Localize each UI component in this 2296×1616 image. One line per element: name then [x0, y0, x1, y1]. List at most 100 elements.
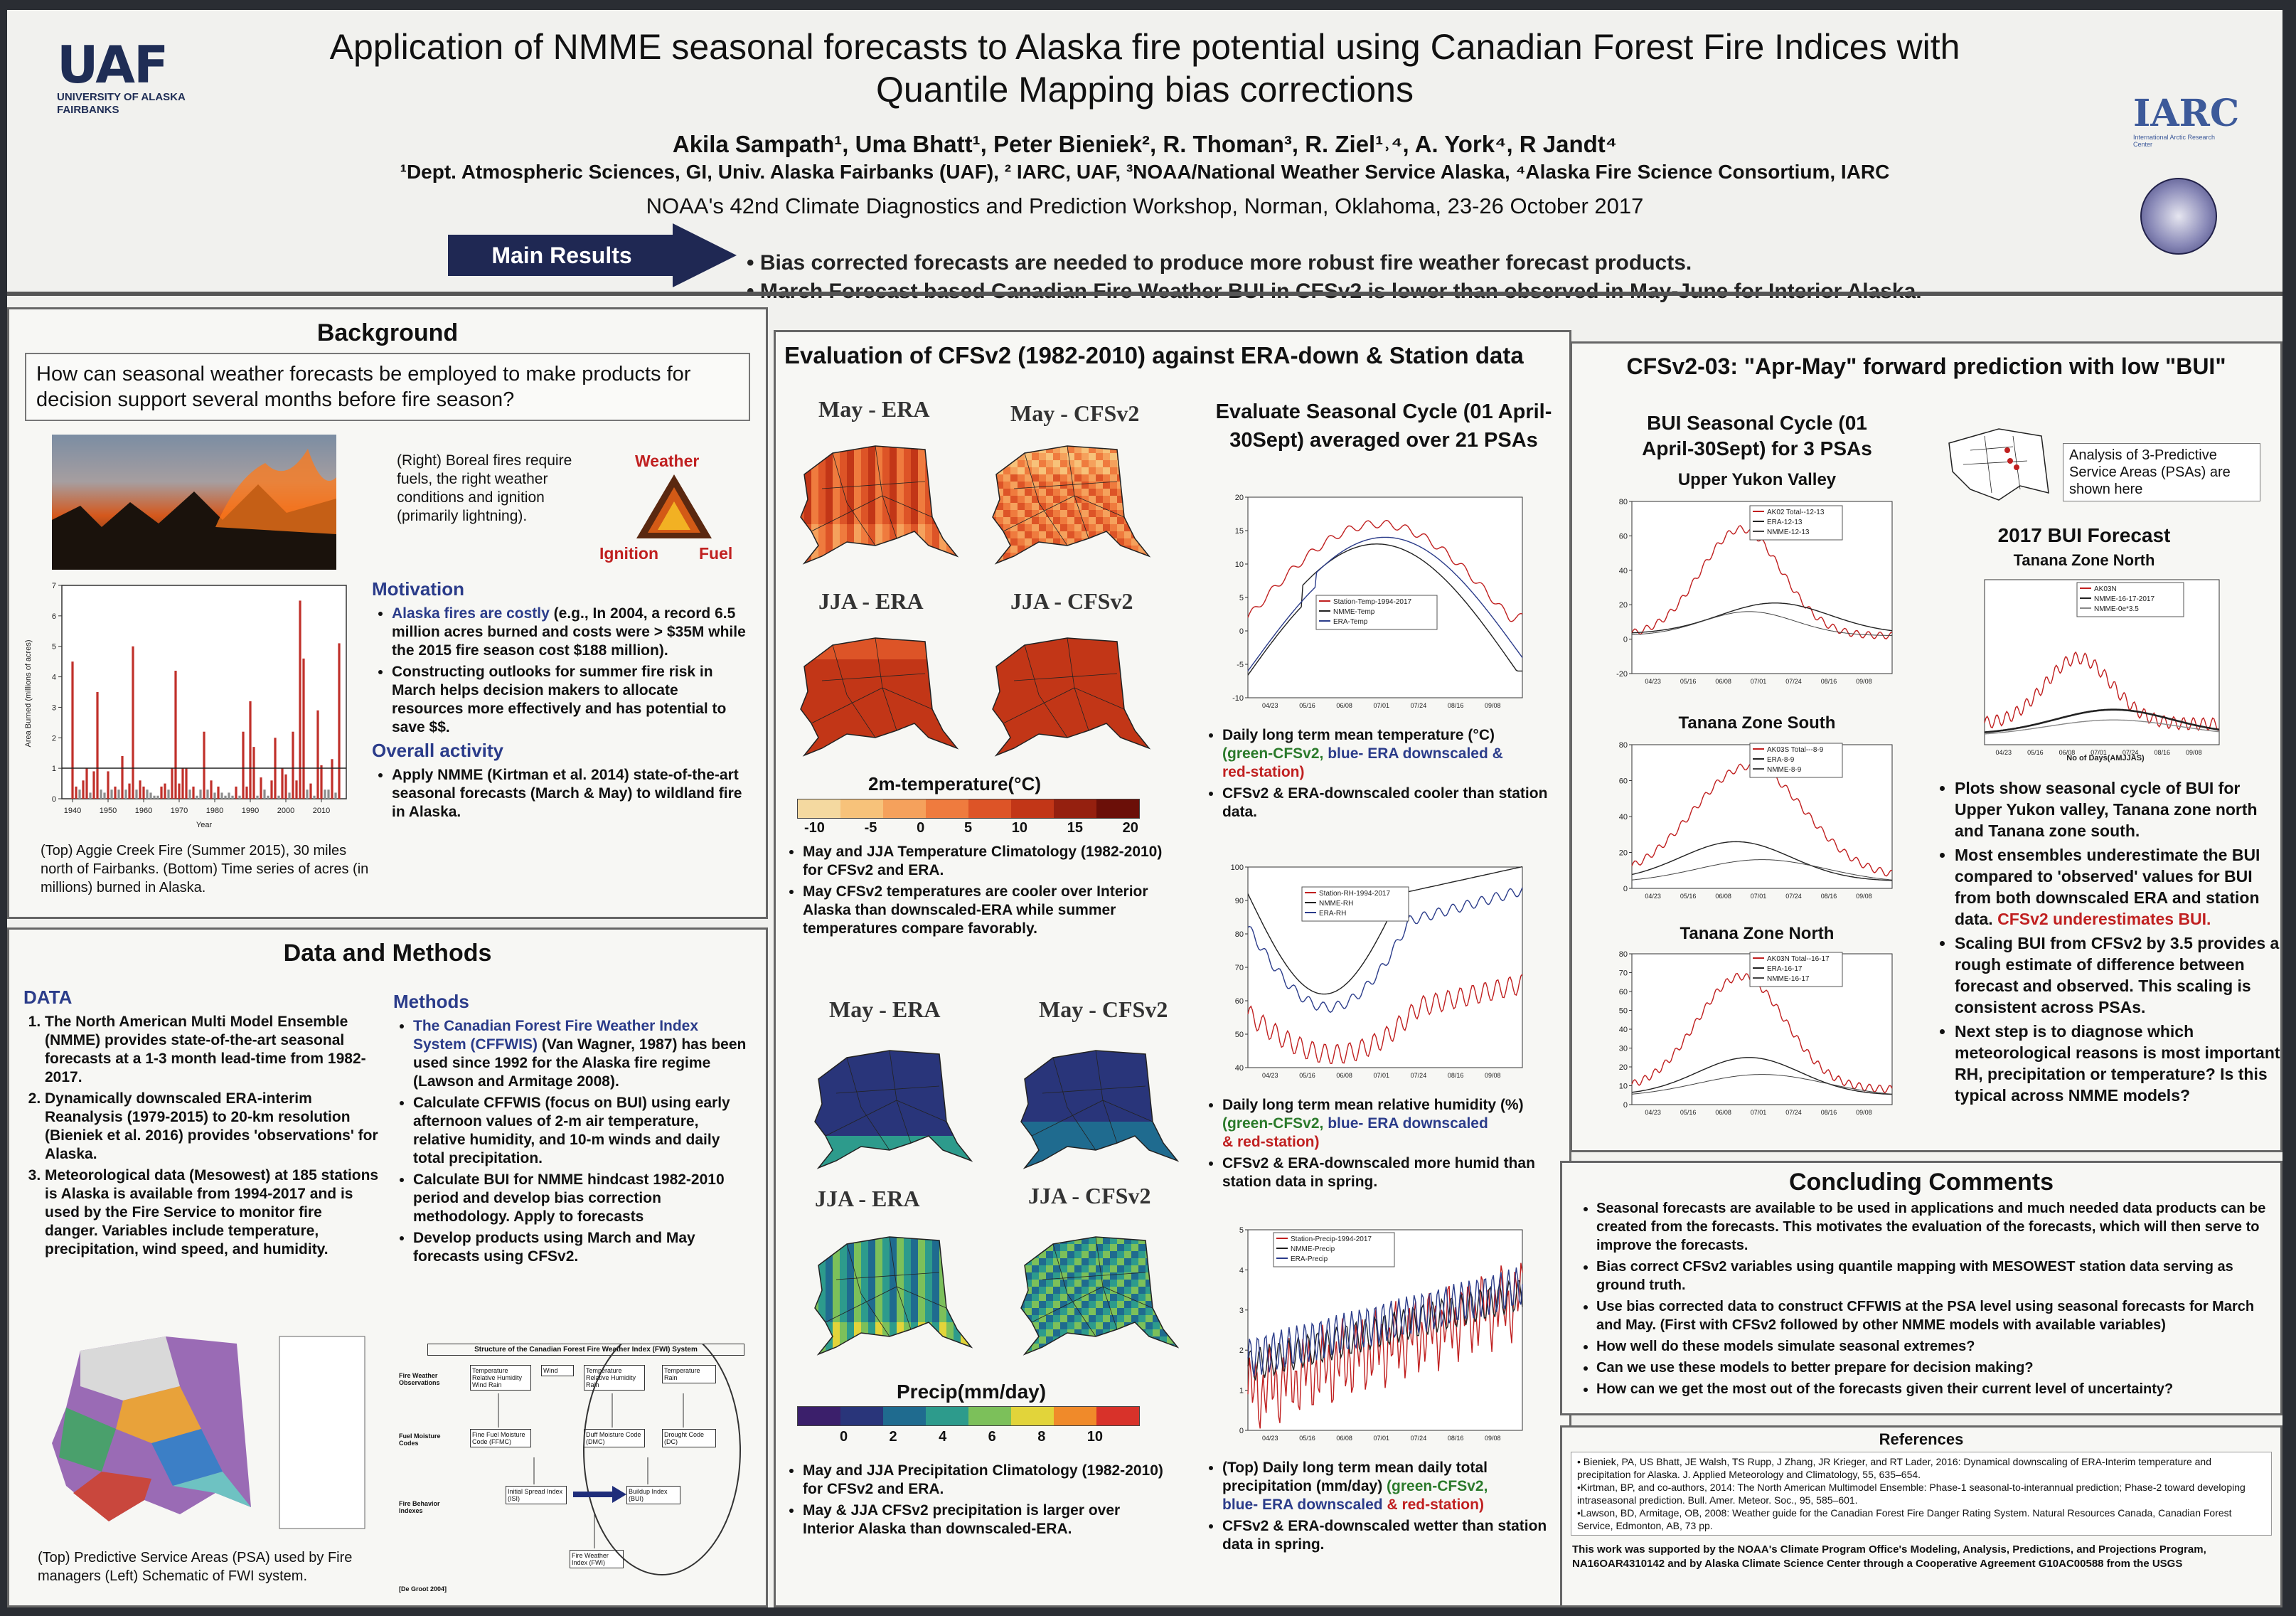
banner-divider — [7, 292, 2282, 296]
bui-chart-upper-yukon: 80 60 40 20 0 -20 04/23 05/16 06/08 07/01 07/24 08/… — [1616, 498, 1893, 685]
x-tick-label: 07/01 — [1751, 893, 1767, 900]
x-tick-label: 04/23 — [1262, 1072, 1278, 1079]
legend-label: Station-Precip-1994-2017 — [1291, 1235, 1372, 1243]
acknowledgement: This work was supported by the NOAA's Cl… — [1572, 1543, 2206, 1570]
x-tick-label: 07/01 — [1374, 1072, 1390, 1079]
data-bar — [206, 790, 209, 799]
data-bar — [281, 768, 284, 799]
y-tick-label: 20 — [1619, 601, 1628, 610]
y-tick-label: 50 — [1619, 1007, 1628, 1016]
y-tick-label: 0 — [1623, 885, 1628, 893]
y-tick-label: -20 — [1616, 670, 1628, 679]
data-bar — [185, 768, 188, 799]
motivation-heading: Motivation — [372, 578, 464, 600]
y-tick-label: 40 — [1619, 567, 1628, 575]
series-line — [1247, 543, 1522, 676]
x-tick-label: 07/01 — [1751, 1109, 1767, 1116]
map-label-jja-era-precip: JJA - ERA — [815, 1186, 920, 1211]
series-line — [1247, 866, 1523, 995]
legend-label: ERA-RH — [1319, 910, 1346, 918]
y-tick-label: 10 — [1619, 1083, 1628, 1091]
y-tick-label: 100 — [1231, 863, 1244, 872]
data-bar — [309, 783, 312, 799]
x-tick-label: 07/24 — [1785, 678, 1802, 685]
legend-label: NMME-16-17-2017 — [2094, 595, 2154, 603]
references-list: • Bieniek, PA, US Bhatt, JE Walsh, TS Ru… — [1571, 1452, 2272, 1536]
data-bar — [96, 692, 99, 799]
x-tick-label: 07/24 — [1411, 1435, 1427, 1442]
x-tick-label: 07/01 — [1374, 702, 1390, 709]
y-tick-label: -5 — [1237, 661, 1244, 669]
fwi-box-observations-2: Temperature Relative Humidity Rain — [584, 1365, 645, 1391]
pr-cycle-note: (Top) Daily long term mean daily total p… — [1222, 1459, 1558, 1514]
x-tick-label: 09/08 — [1485, 1435, 1501, 1442]
psa-boundaries — [1031, 1050, 1153, 1151]
precip-map-note: May & JJA CFSv2 precipitation is larger … — [803, 1501, 1165, 1538]
data-bar — [110, 790, 113, 799]
data-bar — [338, 643, 341, 799]
data-bar — [174, 671, 177, 799]
data-bar — [228, 792, 230, 799]
series-line — [1247, 887, 1523, 1014]
series-line — [1247, 1267, 1523, 1377]
chart-title-upper-yukon: Upper Yukon Valley — [1677, 470, 1837, 489]
x-tick-label: 05/16 — [1299, 702, 1315, 709]
data-bar — [92, 771, 95, 799]
x-tick-label: 06/08 — [1336, 702, 1352, 709]
data-bar — [235, 786, 237, 799]
data-bar — [124, 790, 127, 799]
data-bar — [139, 780, 142, 799]
psa-boundaries — [825, 1236, 947, 1337]
legend-label: Station-Temp-1994-2017 — [1333, 598, 1412, 606]
x-tick-label: 04/23 — [1262, 702, 1278, 709]
data-bar — [75, 786, 78, 799]
y-tick-label: 15 — [1235, 527, 1244, 536]
y-tick-label: 6 — [52, 612, 56, 621]
legend-box — [1749, 505, 1843, 541]
data-bar — [85, 768, 88, 799]
x-tick-label: 1950 — [100, 807, 117, 815]
x-tick-label: 08/16 — [1448, 1072, 1464, 1079]
concluding-item: Seasonal forecasts are available to be u… — [1596, 1199, 2266, 1255]
legend: AK03N Total--16-17 ERA-16-17 NMME-16-17 — [1749, 952, 1843, 987]
x-tick-label: 07/24 — [1785, 893, 1802, 900]
data-bar — [242, 731, 245, 799]
fwi-box-wind: Wind — [541, 1365, 574, 1376]
legend-label: NMME-RH — [1319, 900, 1353, 908]
x-tick-label: 04/23 — [1262, 1435, 1278, 1442]
map-precip-may-cfs — [1020, 1050, 1180, 1169]
data-bar — [100, 790, 102, 799]
series-line — [1247, 1262, 1523, 1429]
background-panel: Background How can seasonal weather fore… — [7, 307, 768, 919]
data-bar — [295, 780, 298, 799]
precip-cycle-chart: 5 4 3 2 1 0 04/23 05/16 06/08 07/01 07/24 08/16 09/0… — [1239, 1226, 1523, 1442]
data-methods-panel: Data and Methods DATA The North American… — [7, 927, 768, 1607]
forecast-subtitle: Tanana Zone North — [2013, 551, 2155, 569]
data-bar — [327, 790, 330, 799]
data-bar — [299, 600, 301, 799]
data-heading: DATA — [23, 987, 73, 1008]
data-bar — [324, 790, 326, 799]
psa-boundaries — [1003, 445, 1125, 546]
data-bar — [284, 774, 287, 799]
data-bar — [203, 731, 205, 799]
x-tick-label: 07/24 — [2123, 749, 2139, 756]
banner: UAF UNIVERSITY OF ALASKA FAIRBANKS Appli… — [7, 10, 2282, 303]
fwi-schematic: Structure of the Canadian Forest Fire We… — [399, 1344, 754, 1600]
y-tick-label: 1 — [1239, 1387, 1244, 1396]
bui-chart-tanana-south: 80 60 40 20 0 04/23 05/16 06/08 07/01 07/24 08/16 0… — [1619, 741, 1893, 900]
fwi-credit: [De Groot 2004] — [399, 1585, 447, 1593]
y-tick-label: 60 — [1619, 532, 1628, 541]
authors: Akila Sampath¹, Uma Bhatt¹, Peter Bienie… — [672, 131, 1618, 157]
x-tick-label: 1960 — [135, 807, 152, 815]
y-tick-label: 0 — [1239, 627, 1244, 636]
rh-cycle-note: CFSv2 & ERA-downscaled more humid than s… — [1222, 1154, 1558, 1191]
y-tick-label: 80 — [1235, 930, 1244, 939]
y-tick-label: 60 — [1619, 777, 1628, 786]
series-line — [1631, 859, 1893, 881]
data-bar — [146, 790, 149, 799]
reference-item: •Lawson, BD, Armitage, OB, 2008: Weather… — [1577, 1507, 2232, 1531]
map-label-jja-era: JJA - ERA — [818, 588, 924, 614]
data-bar — [135, 790, 138, 799]
area-burned-chart: Area Burned (millions of acres) Year 0 1 2… — [24, 582, 347, 829]
